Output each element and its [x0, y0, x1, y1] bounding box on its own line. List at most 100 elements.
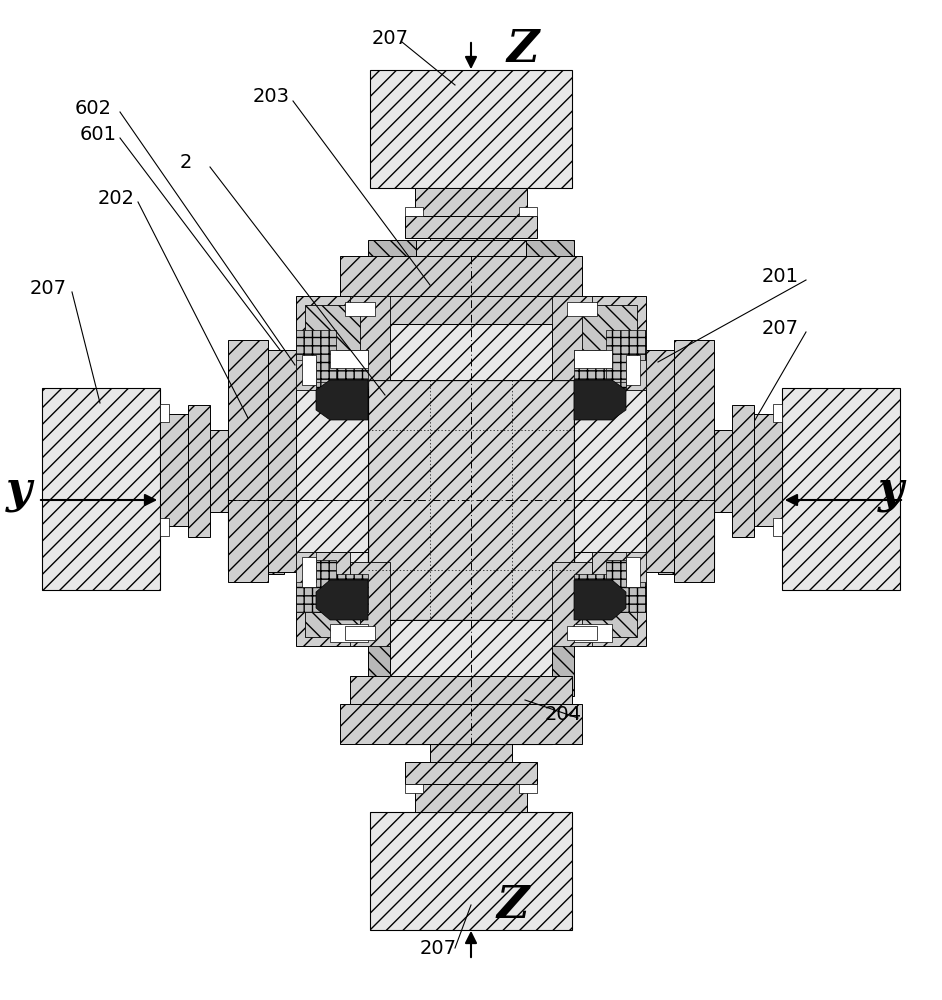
Text: 207: 207 — [372, 28, 409, 47]
Text: 2: 2 — [180, 153, 192, 172]
Bar — [658, 368, 714, 416]
Bar — [416, 660, 526, 696]
Bar — [296, 330, 336, 382]
Bar — [296, 552, 350, 592]
Text: 201: 201 — [762, 266, 799, 286]
Text: 204: 204 — [545, 706, 582, 724]
Polygon shape — [316, 580, 368, 620]
Bar — [773, 518, 782, 536]
Bar — [519, 784, 537, 793]
Bar — [42, 388, 160, 590]
Bar — [345, 302, 375, 316]
Bar — [430, 238, 512, 256]
Bar — [416, 240, 526, 276]
Bar — [552, 562, 592, 646]
Bar — [305, 582, 360, 637]
Bar — [330, 624, 368, 642]
Bar — [340, 256, 582, 296]
Text: 203: 203 — [253, 88, 290, 106]
Bar — [754, 414, 782, 526]
Bar — [646, 350, 674, 572]
Bar — [302, 557, 316, 587]
Bar — [296, 350, 350, 390]
Bar — [574, 624, 612, 642]
Bar — [228, 416, 264, 526]
Bar — [296, 552, 316, 582]
Bar — [626, 557, 640, 587]
Bar — [228, 368, 284, 416]
Bar — [305, 305, 360, 360]
Bar — [296, 296, 368, 368]
Bar — [228, 340, 268, 582]
Polygon shape — [316, 380, 368, 420]
Bar — [368, 640, 416, 696]
Bar — [574, 350, 626, 388]
Bar — [350, 296, 572, 324]
Bar — [390, 256, 552, 744]
Text: y: y — [878, 468, 904, 512]
Bar — [714, 430, 732, 512]
Bar — [330, 350, 368, 368]
Bar — [574, 574, 626, 612]
Text: 207: 207 — [30, 278, 67, 298]
Bar — [552, 296, 592, 380]
Text: 207: 207 — [762, 318, 799, 338]
Bar — [405, 762, 537, 784]
Bar — [350, 562, 390, 646]
Bar — [773, 404, 782, 422]
Bar — [296, 390, 368, 552]
Bar — [296, 574, 368, 646]
Bar — [626, 552, 646, 582]
Polygon shape — [574, 380, 626, 420]
Bar — [345, 626, 375, 640]
Bar — [526, 640, 574, 696]
Bar — [574, 296, 646, 368]
Bar — [370, 812, 572, 930]
Bar — [626, 360, 646, 390]
Bar — [592, 350, 646, 390]
Bar — [316, 574, 368, 612]
Bar — [430, 744, 512, 762]
Bar — [316, 350, 368, 388]
Bar — [567, 302, 597, 316]
Bar — [574, 574, 646, 646]
Bar — [519, 207, 537, 216]
Bar — [574, 390, 646, 552]
Text: 202: 202 — [98, 188, 135, 208]
Bar — [415, 188, 527, 216]
Bar — [390, 324, 552, 380]
Bar — [390, 620, 552, 676]
Bar — [582, 305, 637, 360]
Bar — [574, 350, 612, 368]
Bar — [405, 207, 423, 216]
Bar — [567, 626, 597, 640]
Bar — [340, 704, 582, 744]
Bar — [350, 296, 390, 380]
Bar — [296, 360, 316, 390]
Bar — [405, 784, 423, 793]
Bar — [350, 676, 572, 704]
Text: Z: Z — [506, 28, 539, 72]
Bar — [210, 430, 228, 512]
Bar — [296, 560, 336, 612]
Bar — [160, 518, 169, 536]
Bar — [268, 350, 296, 572]
Bar — [188, 405, 210, 537]
Text: 602: 602 — [75, 99, 112, 117]
Text: 601: 601 — [80, 125, 117, 144]
Bar — [160, 404, 169, 422]
Bar — [302, 355, 316, 385]
Bar — [526, 240, 574, 296]
Bar — [732, 405, 754, 537]
Bar — [415, 784, 527, 812]
Polygon shape — [574, 580, 626, 620]
Bar — [160, 414, 188, 526]
Bar — [678, 416, 714, 526]
Bar — [228, 430, 714, 570]
Bar — [674, 340, 714, 582]
Bar — [368, 380, 574, 620]
Bar — [370, 70, 572, 188]
Bar — [592, 552, 646, 592]
Bar — [658, 526, 714, 574]
Bar — [582, 582, 637, 637]
